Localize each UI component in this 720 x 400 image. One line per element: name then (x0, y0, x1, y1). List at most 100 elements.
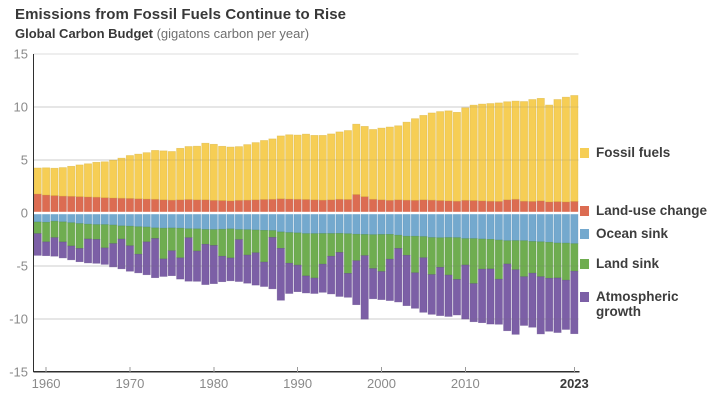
bar-segment (134, 226, 143, 255)
bar-segment (50, 220, 59, 239)
bar-segment (84, 223, 92, 240)
bar-segment (478, 268, 487, 324)
bar-segment (570, 95, 579, 202)
bar-segment (486, 103, 495, 202)
bar-segment (335, 233, 344, 253)
bar-segment (67, 222, 76, 247)
bar-segment (520, 101, 528, 202)
bar-segment (302, 233, 310, 277)
bar-segment (318, 263, 327, 293)
bar-segment (151, 198, 160, 214)
bar-segment (151, 238, 160, 279)
chart-subtitle-units-text: (gigatons carbon per year) (156, 26, 310, 41)
bar-segment (469, 200, 478, 214)
x-axis-label: 2000 (367, 376, 396, 391)
bar-segment (142, 226, 151, 243)
bar-segment (402, 254, 411, 306)
bar-segment (50, 237, 59, 257)
bar-segment (125, 198, 134, 214)
bar-segment (411, 272, 419, 309)
bar-segment (142, 152, 151, 200)
bar-segment (285, 232, 294, 264)
bar-segment (385, 212, 394, 235)
bar-segment (201, 212, 210, 230)
y-axis-label: 10 (14, 100, 28, 115)
bar-segment (218, 145, 227, 201)
bar-segment (536, 241, 545, 278)
bar-segment (285, 212, 294, 233)
bar-segment (494, 201, 503, 214)
chart-title: Emissions from Fossil Fuels Continue to … (15, 6, 347, 23)
bar-segment (327, 199, 336, 214)
bar-segment (302, 275, 310, 294)
bar-segment (343, 273, 352, 298)
bar-segment (402, 199, 411, 214)
bar-segment (436, 267, 445, 316)
bar-segment (402, 121, 411, 201)
bar-segment (570, 201, 579, 214)
bar-segment (402, 235, 411, 256)
y-axis-label: 5 (21, 153, 28, 168)
bar-segment (67, 212, 76, 224)
bar-segment (100, 247, 109, 265)
bar-segment (151, 227, 160, 239)
bar-segment (469, 212, 478, 239)
bar-segment (58, 212, 67, 223)
bar-segment (159, 258, 168, 277)
bar-segment (92, 196, 101, 214)
bar-segment (503, 212, 512, 242)
bar-segment (427, 199, 436, 214)
bar-segment (151, 150, 160, 200)
bar-segment (427, 212, 436, 238)
bar-segment (528, 241, 537, 274)
bar-segment (151, 212, 160, 229)
bar-segment (327, 133, 336, 201)
bar-segment (226, 212, 235, 230)
bar-segment (159, 150, 168, 201)
bar-segment (461, 107, 470, 201)
bar-segment (545, 277, 554, 332)
bar-segment (385, 234, 394, 260)
bar-segment (520, 240, 528, 278)
bar-segment (58, 241, 67, 259)
bar-segment (494, 102, 503, 202)
bar-segment (226, 146, 235, 202)
bar-segment (494, 239, 503, 280)
bar-segment (411, 199, 419, 214)
bar-segment (260, 140, 269, 200)
bar-segment (360, 255, 369, 320)
bar-segment (234, 146, 243, 201)
bar-segment (75, 164, 84, 197)
bar-segment (84, 238, 92, 264)
bar-segment (310, 233, 319, 279)
bar-segment (343, 233, 352, 274)
bar-segment (134, 212, 143, 228)
bar-segment (528, 99, 537, 202)
bar-segment (352, 260, 361, 306)
bar-segment (193, 228, 201, 252)
chart-subtitle: Global Carbon Budget (gigatons carbon pe… (15, 26, 346, 41)
bar-segment (452, 279, 461, 316)
series-land-sink (33, 220, 579, 284)
bar-segment (92, 224, 101, 240)
bar-segment (343, 212, 352, 235)
bar-segment (33, 193, 42, 214)
bar-segment (276, 198, 285, 214)
bar-segment (528, 272, 537, 328)
bar-segment (92, 239, 101, 264)
bar-segment (100, 161, 109, 199)
bar-segment (251, 252, 260, 286)
bar-segment (58, 167, 67, 197)
bar-segment (327, 255, 336, 295)
bar-segment (377, 199, 386, 214)
bar-segment (42, 241, 51, 257)
bar-segment (193, 212, 201, 230)
bar-segment (343, 199, 352, 214)
bar-segment (167, 151, 176, 201)
bar-segment (452, 237, 461, 280)
bar-segment (561, 242, 570, 281)
bar-segment (494, 212, 503, 241)
bar-segment (251, 229, 260, 254)
bar-segment (184, 199, 193, 214)
